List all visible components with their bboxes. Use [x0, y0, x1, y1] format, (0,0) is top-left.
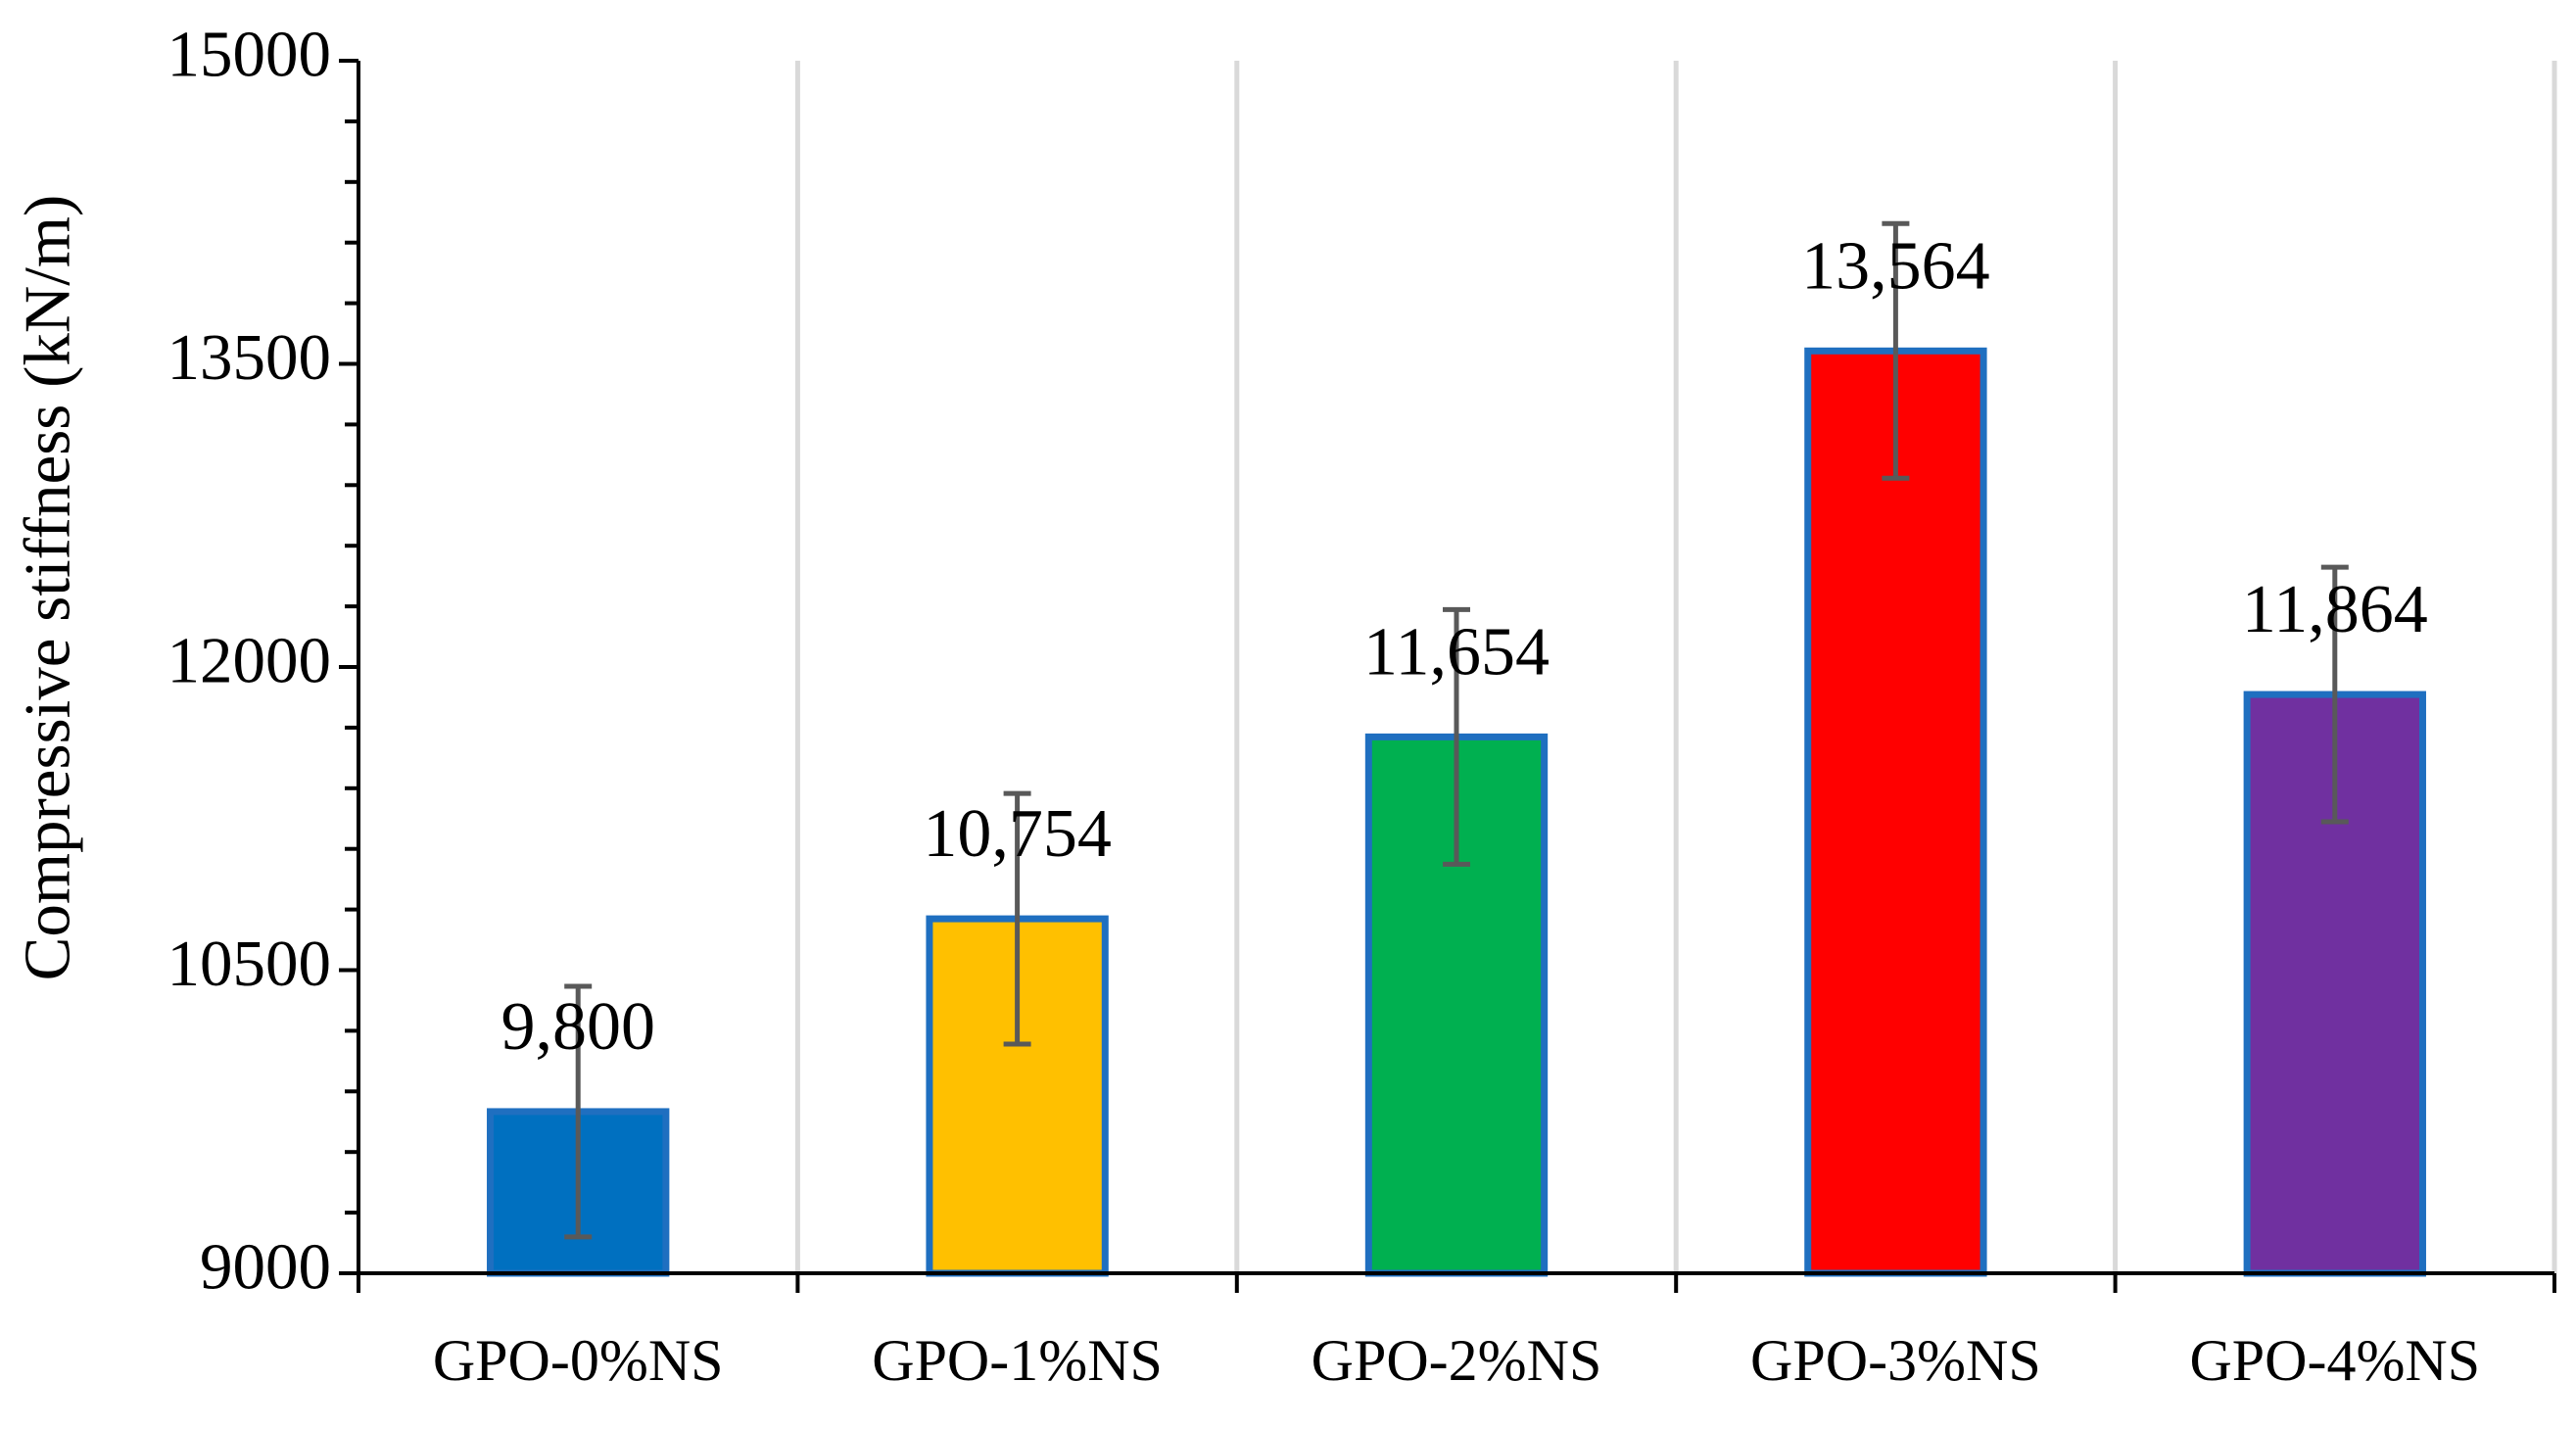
y-tick-label: 12000	[167, 624, 332, 696]
bar	[1804, 347, 1987, 1277]
data-label: 13,564	[1801, 228, 1990, 304]
x-tick-label: GPO-3%NS	[1750, 1328, 2041, 1393]
x-tick-label: GPO-2%NS	[1312, 1328, 1602, 1393]
y-tick-label: 15000	[167, 18, 332, 90]
error-bar	[1443, 606, 1470, 867]
data-label: 9,800	[501, 989, 655, 1065]
data-label: 10,754	[923, 796, 1112, 872]
error-bar	[2320, 564, 2349, 825]
x-tick-label: GPO-0%NS	[433, 1328, 724, 1393]
error-bar	[1882, 220, 1910, 481]
x-tick-label: GPO-1%NS	[872, 1328, 1163, 1393]
y-axis-title: Compressive stiffness (kN/m)	[11, 195, 83, 981]
y-tick-label: 10500	[167, 928, 332, 1000]
error-bar	[1003, 790, 1031, 1047]
data-label: 11,864	[2242, 572, 2428, 647]
data-label: 11,654	[1363, 614, 1550, 690]
error-bar	[564, 983, 593, 1240]
x-tick-label: GPO-4%NS	[2189, 1328, 2480, 1393]
y-tick-label: 13500	[167, 321, 332, 394]
y-tick-label: 9000	[200, 1230, 331, 1303]
